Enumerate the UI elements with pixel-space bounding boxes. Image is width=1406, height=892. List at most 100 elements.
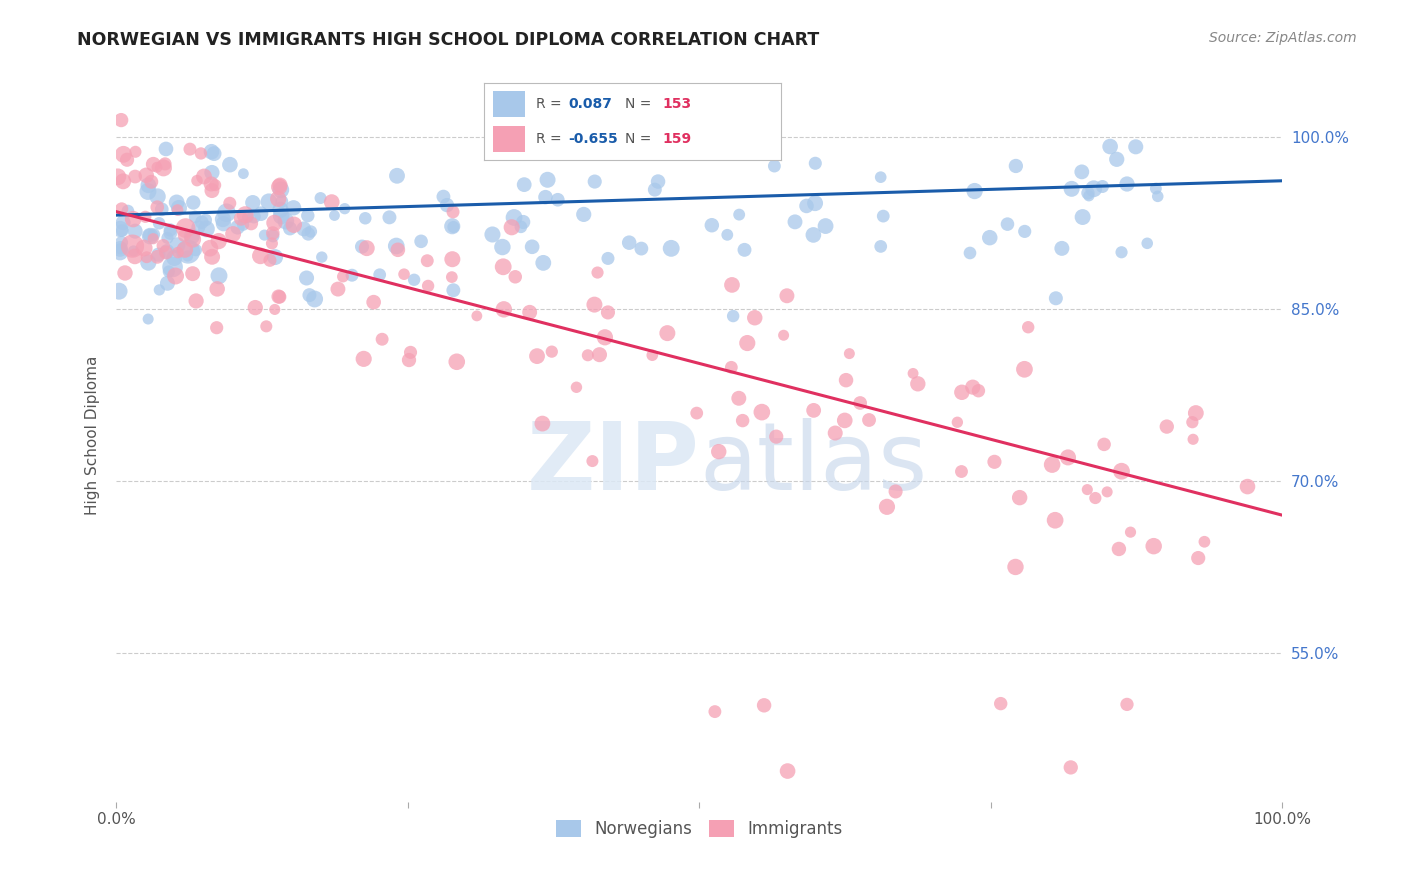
Point: [565, 380, 588, 394]
Point: [267, 289, 290, 303]
Point: [205, 282, 228, 296]
Point: [959, 246, 981, 260]
Point: [124, 169, 146, 184]
Point: [297, 209, 319, 223]
Point: [184, 210, 207, 224]
Point: [441, 205, 464, 219]
Point: [803, 403, 825, 417]
Point: [110, 242, 132, 256]
Point: [647, 175, 669, 189]
Point: [446, 355, 468, 369]
Point: [765, 430, 787, 444]
Point: [441, 219, 464, 234]
Point: [112, 216, 135, 230]
Point: [117, 204, 139, 219]
Point: [257, 194, 280, 209]
Point: [254, 319, 277, 334]
Point: [181, 232, 204, 246]
Point: [1017, 320, 1039, 334]
Point: [1070, 165, 1092, 179]
Point: [148, 216, 170, 230]
Point: [283, 201, 305, 215]
Point: [1008, 491, 1031, 505]
Point: [1071, 210, 1094, 224]
Point: [596, 305, 619, 319]
Point: [292, 222, 315, 236]
Point: [576, 348, 599, 362]
Point: [191, 215, 214, 229]
Point: [720, 360, 742, 375]
Point: [547, 193, 569, 207]
Point: [869, 239, 891, 253]
Point: [229, 211, 252, 226]
Point: [492, 260, 515, 274]
Point: [776, 289, 799, 303]
Point: [540, 344, 562, 359]
Point: [208, 268, 231, 283]
Point: [354, 211, 377, 226]
Point: [763, 159, 786, 173]
Point: [124, 249, 146, 263]
Point: [526, 349, 548, 363]
Point: [513, 178, 536, 192]
Y-axis label: High School Diploma: High School Diploma: [86, 355, 100, 515]
Point: [803, 227, 825, 242]
Point: [108, 222, 131, 236]
Point: [398, 353, 420, 368]
Point: [950, 385, 973, 400]
Point: [218, 196, 240, 211]
Point: [1146, 189, 1168, 203]
Point: [1050, 241, 1073, 255]
Point: [274, 214, 297, 228]
Point: [153, 157, 176, 171]
Point: [173, 228, 195, 243]
Point: [184, 243, 207, 257]
Point: [232, 218, 254, 232]
Point: [849, 396, 872, 410]
Point: [298, 288, 321, 302]
Point: [979, 230, 1001, 244]
Point: [997, 217, 1019, 231]
Point: [184, 293, 207, 308]
Point: [1045, 291, 1067, 305]
Point: [141, 175, 163, 189]
Legend: Norwegians, Immigrants: Norwegians, Immigrants: [550, 813, 849, 845]
Point: [378, 211, 401, 225]
Point: [267, 192, 290, 206]
Text: ZIP: ZIP: [526, 418, 699, 510]
Point: [1004, 560, 1026, 574]
Point: [200, 145, 222, 159]
Point: [721, 277, 744, 292]
Point: [304, 292, 326, 306]
Point: [204, 178, 226, 193]
Point: [814, 219, 837, 233]
Point: [404, 273, 426, 287]
Point: [201, 250, 224, 264]
Point: [492, 302, 515, 317]
Point: [233, 208, 256, 222]
Point: [242, 195, 264, 210]
Point: [269, 180, 291, 194]
Point: [1111, 464, 1133, 478]
Point: [586, 266, 609, 280]
Point: [135, 168, 157, 182]
Point: [501, 220, 523, 235]
Point: [520, 240, 543, 254]
Point: [201, 184, 224, 198]
Point: [152, 161, 174, 175]
Point: [260, 236, 283, 251]
Point: [270, 194, 292, 209]
Point: [884, 484, 907, 499]
Point: [1143, 539, 1166, 553]
Point: [1181, 415, 1204, 429]
Point: [503, 211, 526, 225]
Text: NORWEGIAN VS IMMIGRANTS HIGH SCHOOL DIPLOMA CORRELATION CHART: NORWEGIAN VS IMMIGRANTS HIGH SCHOOL DIPL…: [77, 31, 820, 49]
Point: [776, 764, 799, 778]
Point: [385, 169, 408, 183]
Point: [110, 113, 132, 128]
Point: [876, 500, 898, 514]
Point: [263, 216, 285, 230]
Point: [108, 242, 131, 256]
Point: [205, 320, 228, 334]
Point: [111, 223, 134, 237]
